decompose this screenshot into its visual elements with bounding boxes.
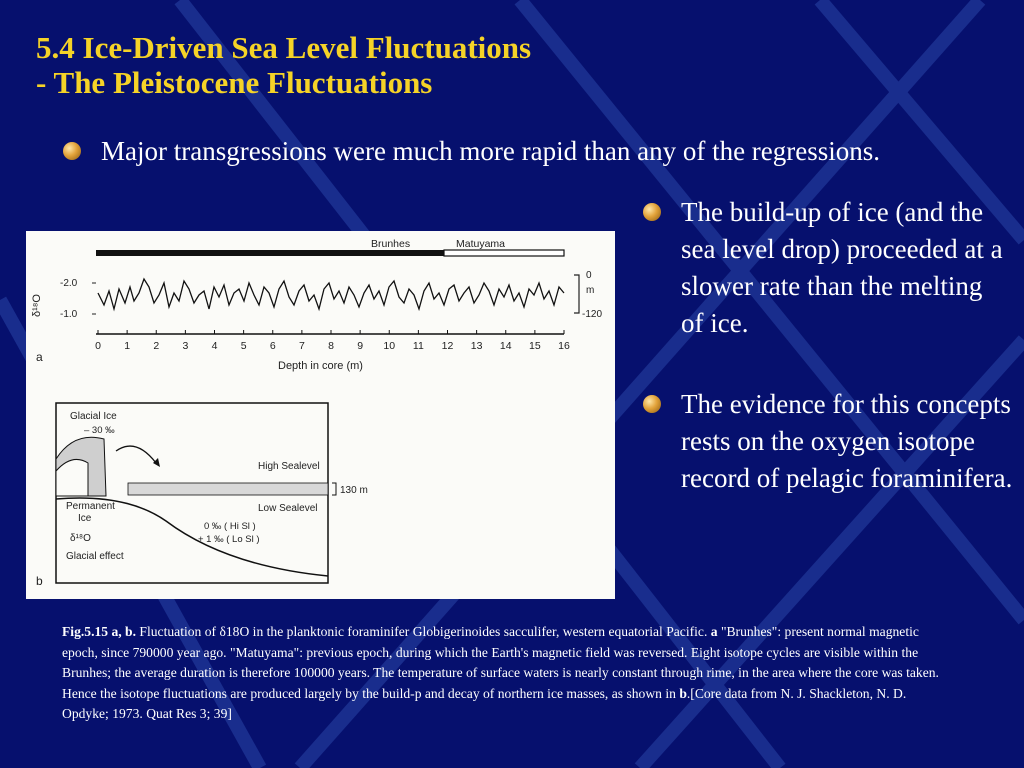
bullet-icon bbox=[63, 142, 81, 160]
x-tick-label: 1 bbox=[124, 340, 130, 352]
lo-sl-label: + 1 ‰ ( Lo Sl ) bbox=[198, 534, 260, 545]
right-tick-0: 0 bbox=[586, 270, 592, 281]
caption-a-label: a bbox=[710, 624, 718, 639]
low-sealevel-label: Low Sealevel bbox=[258, 503, 317, 514]
y-axis-label: δ¹⁸O bbox=[31, 294, 43, 317]
slide-title: 5.4 Ice-Driven Sea Level Fluctuations - … bbox=[36, 30, 531, 100]
bullet-1: Major transgressions were much more rapi… bbox=[63, 133, 953, 170]
x-tick-label: 4 bbox=[212, 340, 218, 352]
x-tick-label: 15 bbox=[529, 340, 541, 352]
seafloor bbox=[55, 497, 329, 577]
permanent-ice-shape bbox=[55, 458, 89, 497]
right-unit: m bbox=[586, 285, 594, 296]
x-tick-label: 2 bbox=[153, 340, 159, 352]
x-tick-label: 13 bbox=[471, 340, 483, 352]
glacial-ice-value: – 30 ‰ bbox=[84, 425, 115, 436]
high-sealevel-label: High Sealevel bbox=[258, 461, 320, 472]
title-line-1: 5.4 Ice-Driven Sea Level Fluctuations bbox=[36, 30, 532, 65]
panel-b-label: b bbox=[36, 574, 43, 588]
x-tick-label: 14 bbox=[500, 340, 512, 352]
x-tick-label: 11 bbox=[413, 340, 424, 352]
range-label: 130 m bbox=[340, 485, 368, 496]
matuyama-label: Matuyama bbox=[456, 238, 505, 250]
x-tick-label: 10 bbox=[383, 340, 395, 352]
x-axis-label: Depth in core (m) bbox=[278, 360, 363, 372]
delta-label: δ¹⁸O bbox=[70, 533, 91, 544]
brunhes-bar bbox=[96, 250, 444, 256]
bullet-2-text: The build-up of ice (and the sea level d… bbox=[681, 197, 1003, 338]
arrow-icon bbox=[115, 445, 157, 464]
caption-fig-label: Fig.5.15 a, b. bbox=[62, 624, 137, 639]
x-tick-label: 8 bbox=[328, 340, 334, 352]
panel-a: Brunhes Matuyama δ¹⁸O -2.0 -1.0 0 m -120… bbox=[31, 238, 602, 372]
title-line-2: - The Pleistocene Fluctuations bbox=[36, 65, 433, 100]
x-tick-label: 16 bbox=[558, 340, 570, 352]
bullet-icon bbox=[643, 395, 661, 413]
caption-b-label: b bbox=[679, 685, 687, 701]
permanent-ice-label-1: Permanent bbox=[66, 501, 115, 512]
hi-sl-label: 0 ‰ ( Hi Sl ) bbox=[204, 521, 256, 532]
panel-a-label: a bbox=[36, 350, 43, 364]
x-tick-label: 0 bbox=[95, 340, 101, 352]
figure-caption: Fig.5.15 a, b. Fluctuation of δ18O in th… bbox=[62, 622, 952, 725]
right-tick-120: -120 bbox=[582, 309, 602, 320]
y-tick-2: -1.0 bbox=[60, 309, 78, 320]
bullet-2: The build-up of ice (and the sea level d… bbox=[643, 194, 1011, 342]
isotope-curve bbox=[97, 277, 565, 312]
x-tick-label: 12 bbox=[442, 340, 454, 352]
permanent-ice-label-2: Ice bbox=[78, 513, 92, 524]
glacial-effect-label: Glacial effect bbox=[66, 551, 124, 562]
bullet-3-text: The evidence for this concepts rests on … bbox=[681, 389, 1013, 493]
bullet-icon bbox=[643, 203, 661, 221]
x-ticks: 0 1 2 3 4 5 6 7 8 9 10 11 12 13 14 15 16 bbox=[95, 330, 570, 352]
x-tick-label: 3 bbox=[182, 340, 188, 352]
figure-5-15: Brunhes Matuyama δ¹⁸O -2.0 -1.0 0 m -120… bbox=[26, 231, 615, 599]
x-tick-label: 9 bbox=[357, 340, 363, 352]
panel-b: Glacial Ice – 30 ‰ High Sealevel Low Sea… bbox=[36, 402, 368, 588]
caption-part-3: .[Core data from N. J. Shackleton, N. D.… bbox=[62, 685, 907, 722]
brunhes-label: Brunhes bbox=[371, 238, 410, 250]
glacial-ice-label: Glacial Ice bbox=[70, 411, 117, 422]
matuyama-bar bbox=[443, 249, 565, 257]
bullet-1-text: Major transgressions were much more rapi… bbox=[101, 136, 881, 166]
bullet-3: The evidence for this concepts rests on … bbox=[643, 386, 1016, 497]
y-tick-1: -2.0 bbox=[60, 278, 78, 289]
caption-part-2: "Brunhes": present normal magnetic epoch… bbox=[62, 624, 939, 701]
x-tick-label: 7 bbox=[299, 340, 305, 352]
sealevel-band bbox=[127, 482, 329, 496]
caption-part-1: Fluctuation of δ18O in the planktonic fo… bbox=[136, 624, 711, 639]
x-tick-label: 5 bbox=[241, 340, 247, 352]
x-tick-label: 6 bbox=[270, 340, 276, 352]
